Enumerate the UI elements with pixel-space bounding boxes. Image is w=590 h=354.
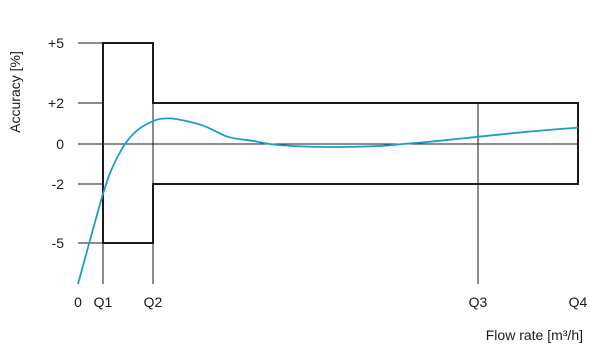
- tolerance-envelope: [103, 43, 578, 243]
- envelope-polygon: [103, 43, 578, 243]
- y-tick-label-3: -2: [52, 176, 65, 192]
- y-tick-label-2: 0: [56, 136, 64, 152]
- x-tick-label-4: Q4: [569, 294, 588, 310]
- y-tick-label-0: +5: [48, 35, 64, 51]
- x-axis-label: Flow rate [m³/h]: [486, 327, 583, 343]
- x-tick-labels: 0 Q1 Q2 Q3 Q4: [74, 294, 587, 310]
- y-axis-label: Accuracy [%]: [7, 51, 23, 133]
- x-tick-label-1: Q1: [94, 294, 113, 310]
- x-tick-label-2: Q2: [144, 294, 163, 310]
- y-tick-label-1: +2: [48, 95, 64, 111]
- y-tick-label-4: -5: [52, 235, 65, 251]
- x-tick-label-3: Q3: [469, 294, 488, 310]
- y-tick-labels: +5 +2 0 -2 -5: [48, 35, 64, 251]
- x-tick-label-0: 0: [74, 294, 82, 310]
